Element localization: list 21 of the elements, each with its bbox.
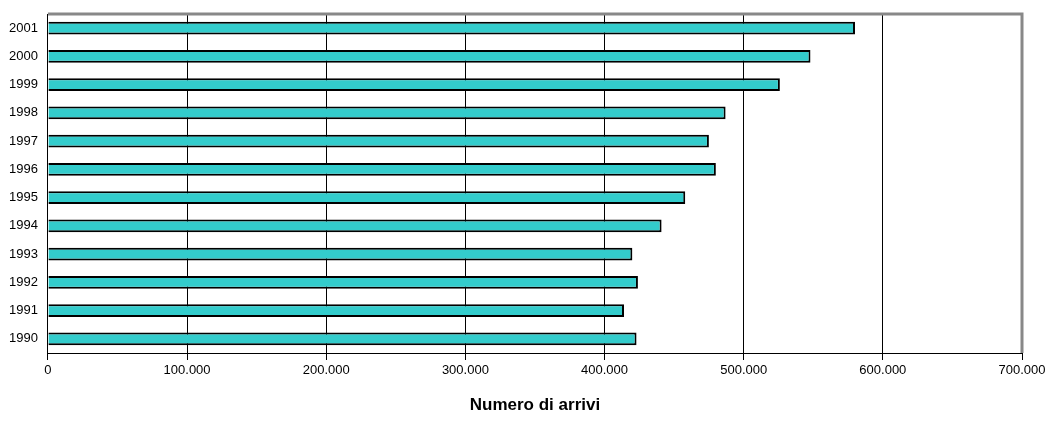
x-tick-label: 200.000 bbox=[302, 362, 350, 378]
x-tick-label: 700.000 bbox=[998, 362, 1046, 378]
x-tick-label: 400.000 bbox=[581, 362, 629, 378]
x-tick-label: 0 bbox=[44, 362, 52, 378]
y-tick-label: 1994 bbox=[9, 217, 38, 233]
y-tick-label: 1995 bbox=[9, 189, 38, 205]
y-tick-label: 1999 bbox=[9, 76, 38, 92]
x-tick-label: 500.000 bbox=[720, 362, 768, 378]
y-tick-label: 1992 bbox=[9, 273, 38, 289]
y-tick-label: 1993 bbox=[9, 245, 38, 261]
y-tick-label: 1991 bbox=[9, 302, 38, 318]
x-tick-label: 300.000 bbox=[441, 362, 489, 378]
x-tick-label: 600.000 bbox=[859, 362, 907, 378]
y-tick-label: 2000 bbox=[9, 47, 38, 63]
x-axis-title: Numero di arrivi bbox=[469, 395, 601, 415]
y-tick-label: 2001 bbox=[9, 19, 38, 35]
y-tick-label: 1996 bbox=[9, 160, 38, 176]
y-tick-label: 1997 bbox=[9, 132, 38, 148]
x-tick-label: 100.000 bbox=[163, 362, 211, 378]
y-tick-label: 1998 bbox=[9, 104, 38, 120]
y-tick-label: 1990 bbox=[9, 330, 38, 346]
